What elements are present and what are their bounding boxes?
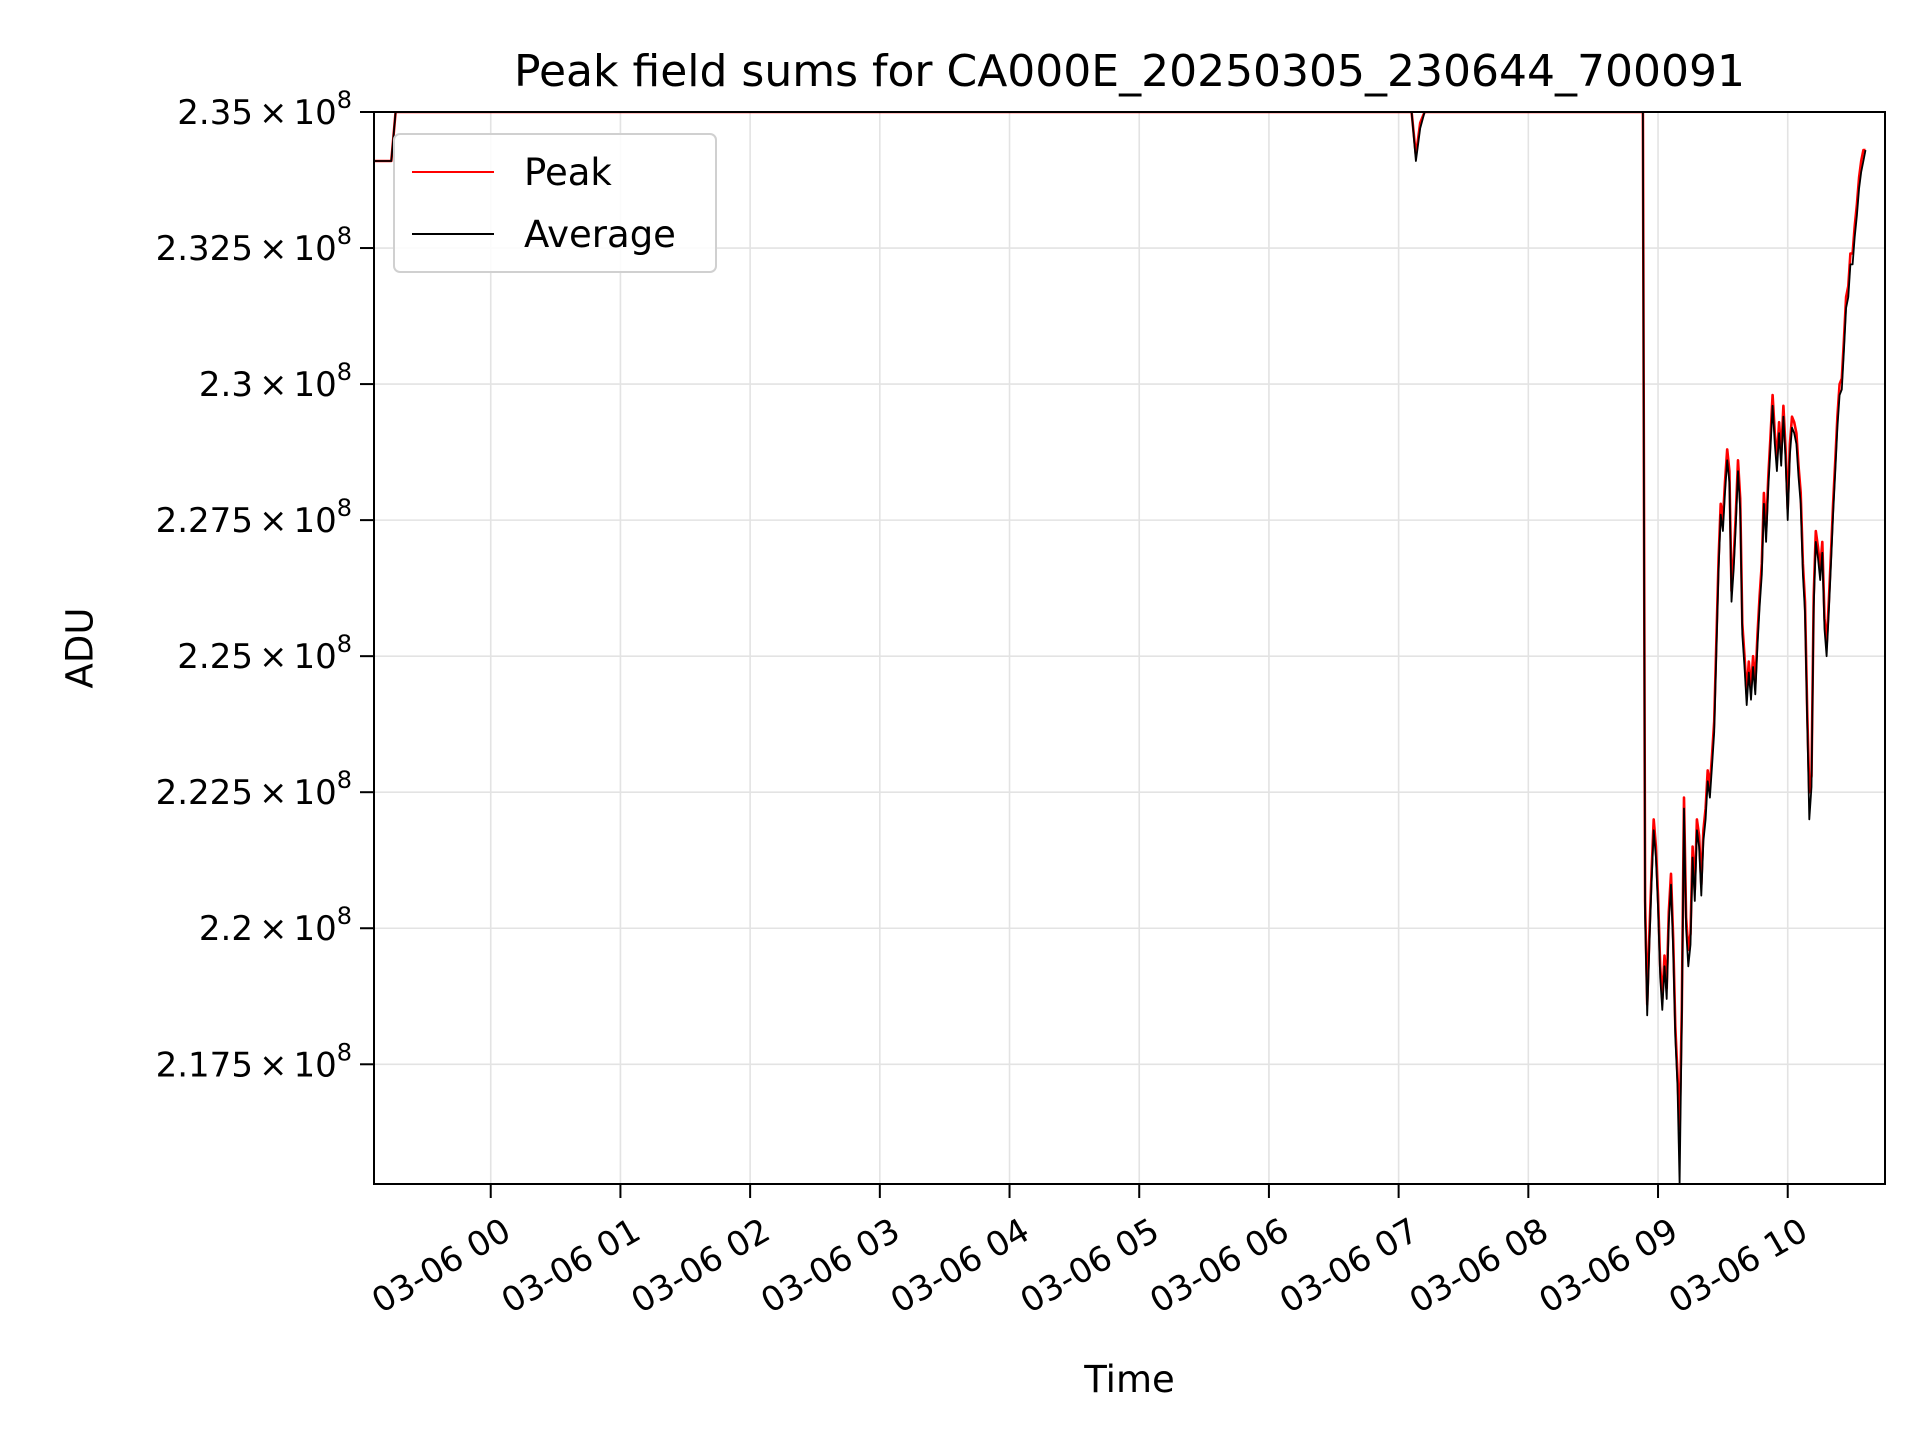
y-tick-label: 2.3 × 108: [199, 358, 352, 405]
legend-box: [393, 133, 717, 273]
y-tick-label: 2.275 × 108: [156, 494, 352, 541]
y-axis-label: ADU: [59, 608, 102, 689]
grid: [374, 111, 1885, 1184]
legend: Peak Average: [393, 133, 717, 273]
series-line-average: [374, 112, 1867, 1184]
y-tick-label: 2.175 × 108: [156, 1038, 352, 1085]
legend-label-peak: Peak: [524, 151, 612, 194]
y-tick-label: 2.225 × 108: [156, 766, 352, 813]
axes-frame: [373, 111, 1886, 1185]
y-tick-label: 2.25 × 108: [177, 630, 352, 677]
legend-label-average: Average: [524, 213, 676, 256]
chart-title: Peak field sums for CA000E_20250305_2306…: [514, 46, 1745, 97]
y-tick-label: 2.2 × 108: [199, 902, 352, 949]
y-tick-label: 2.35 × 108: [177, 86, 352, 133]
x-axis-label: Time: [1083, 1358, 1175, 1401]
y-tick-label: 2.325 × 108: [156, 222, 352, 269]
plot-series: [374, 112, 1867, 1184]
